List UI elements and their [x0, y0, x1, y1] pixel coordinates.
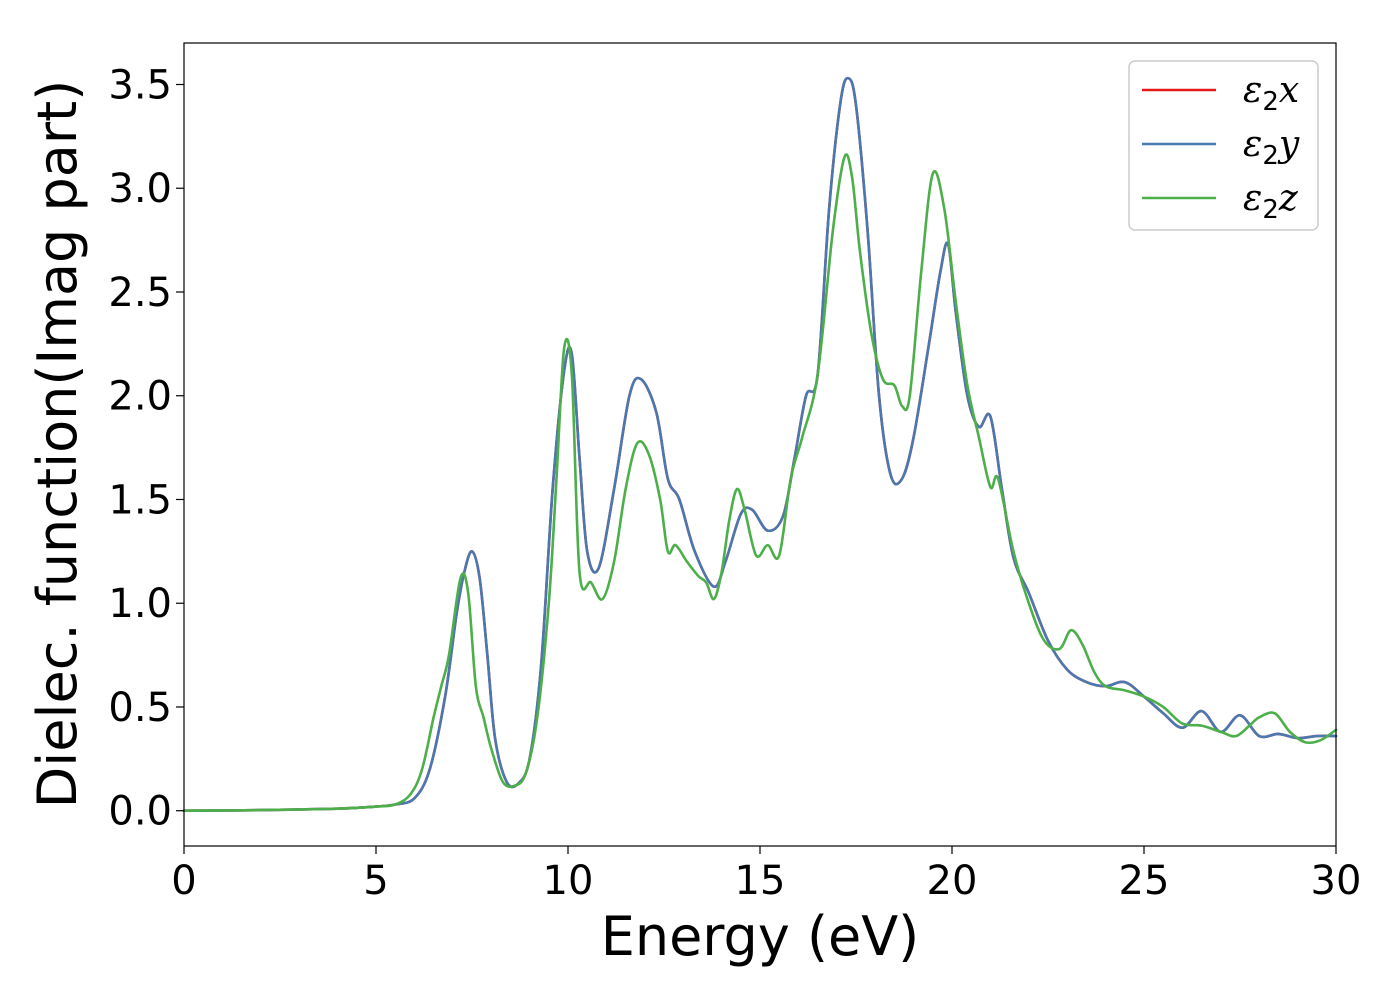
y-tick-label: 0.0: [108, 789, 172, 835]
x-tick-label: 30: [1311, 858, 1362, 904]
series-layer: [182, 76, 1338, 813]
y-tick-label: 2.0: [108, 374, 172, 420]
legend-box: [1128, 60, 1319, 231]
legend: ε2x ε2y ε2z: [1128, 60, 1319, 231]
y-axis: 0.0 0.5 1.0 1.5 2.0 2.5 3.0 3.5: [108, 62, 184, 835]
y-axis-title: Dielec. function(Imag part): [26, 80, 89, 809]
legend-label-x: ε2x: [1243, 70, 1299, 117]
legend-label-z: ε2z: [1243, 178, 1299, 225]
y-tick-label: 2.5: [108, 270, 172, 316]
series-line-y: [182, 76, 1338, 813]
x-axis: 0 5 10 15 20 25 30: [171, 846, 1361, 904]
legend-label-y: ε2y: [1243, 124, 1300, 171]
x-tick-label: 10: [543, 858, 594, 904]
y-tick-label: 1.5: [108, 477, 172, 523]
series-line-z: [182, 153, 1338, 813]
x-tick-label: 5: [363, 858, 388, 904]
x-tick-label: 0: [171, 858, 196, 904]
y-tick-label: 1.0: [108, 581, 172, 627]
x-tick-label: 15: [735, 858, 786, 904]
x-tick-label: 25: [1119, 858, 1170, 904]
x-tick-label: 20: [927, 858, 978, 904]
y-tick-label: 0.5: [108, 685, 172, 731]
y-tick-label: 3.5: [108, 62, 172, 108]
x-axis-title: Energy (eV): [601, 905, 920, 968]
y-tick-label: 3.0: [108, 166, 172, 212]
